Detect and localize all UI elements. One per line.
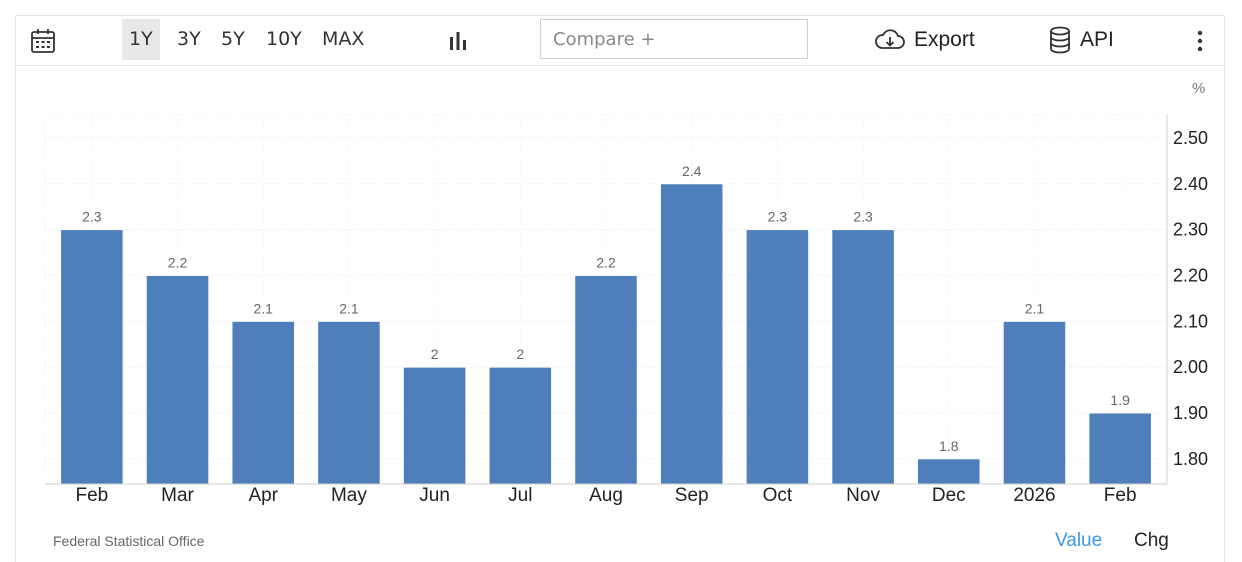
chg-toggle[interactable]: Chg — [1134, 530, 1169, 551]
compare-input[interactable] — [540, 19, 808, 59]
bar-9[interactable] — [745, 229, 810, 485]
value-toggle[interactable]: Value — [1055, 530, 1103, 551]
bar-5[interactable] — [402, 366, 467, 485]
api-button[interactable]: API — [1048, 24, 1114, 56]
data-label: 2.3 — [82, 209, 102, 225]
data-label: 1.9 — [1110, 392, 1130, 408]
y-tick-label: 2.20 — [1173, 265, 1208, 285]
bar-chart-icon[interactable] — [446, 29, 470, 53]
data-label: 1.8 — [939, 438, 959, 454]
x-tick-label: 2026 — [1013, 485, 1055, 506]
chart-toolbar: 1Y 3Y 5Y 10Y MAX Export API — [16, 16, 1224, 66]
x-tick-label: Feb — [75, 485, 108, 506]
bar-10[interactable] — [831, 229, 895, 485]
bar-1[interactable] — [60, 229, 124, 485]
y-tick-label: 2.50 — [1173, 128, 1208, 148]
data-label: 2.2 — [168, 254, 188, 270]
bar-6[interactable] — [488, 366, 553, 485]
x-tick-label: Sep — [675, 485, 709, 506]
y-tick-label: 2.30 — [1173, 220, 1208, 240]
source-label: Federal Statistical Office — [53, 533, 205, 549]
y-tick-label: 1.80 — [1173, 449, 1208, 469]
data-label: 2.3 — [768, 209, 788, 225]
cloud-download-icon — [875, 29, 905, 49]
x-tick-label: May — [331, 485, 367, 506]
data-label: 2.2 — [596, 254, 616, 270]
bar-4[interactable] — [317, 320, 381, 485]
bar-8[interactable] — [659, 183, 724, 485]
bar-2[interactable] — [145, 274, 210, 485]
range-10y[interactable]: 10Y — [266, 28, 302, 50]
export-button[interactable]: Export — [874, 24, 975, 56]
y-tick-label: 1.90 — [1173, 403, 1208, 423]
unit-label: % — [1192, 80, 1206, 97]
x-tick-label: Dec — [932, 485, 966, 506]
data-label: 2.1 — [339, 300, 359, 316]
chart-frame — [15, 15, 1225, 562]
bar-3[interactable] — [231, 320, 296, 485]
export-label: Export — [914, 28, 975, 51]
more-vertical-icon[interactable] — [1192, 29, 1208, 53]
range-max[interactable]: MAX — [322, 28, 365, 50]
y-tick-label: 2.10 — [1173, 311, 1208, 331]
bar-11[interactable] — [916, 458, 981, 485]
data-label: 2.4 — [682, 163, 702, 179]
data-label: 2 — [431, 346, 439, 362]
x-tick-label: Jul — [508, 485, 532, 506]
api-label: API — [1080, 28, 1114, 51]
y-tick-label: 2.40 — [1173, 174, 1208, 194]
bar-13[interactable] — [1088, 412, 1152, 485]
data-label: 2.1 — [253, 300, 273, 316]
range-5y[interactable]: 5Y — [221, 28, 245, 50]
bar-7[interactable] — [574, 274, 638, 485]
x-tick-label: Oct — [763, 485, 793, 506]
database-icon — [1050, 26, 1070, 54]
data-label: 2 — [516, 346, 524, 362]
x-tick-label: Feb — [1104, 485, 1137, 506]
x-tick-label: Apr — [248, 485, 278, 506]
x-tick-label: Mar — [161, 485, 194, 506]
calendar-icon[interactable] — [30, 28, 56, 54]
x-tick-label: Jun — [419, 485, 450, 506]
y-tick-label: 2.00 — [1173, 357, 1208, 377]
data-label: 2.3 — [853, 209, 873, 225]
bar-12[interactable] — [1002, 320, 1067, 485]
x-tick-label: Aug — [589, 485, 623, 506]
x-tick-label: Nov — [846, 485, 880, 506]
range-3y[interactable]: 3Y — [177, 28, 201, 50]
range-1y[interactable]: 1Y — [122, 19, 160, 60]
data-label: 2.1 — [1025, 300, 1045, 316]
